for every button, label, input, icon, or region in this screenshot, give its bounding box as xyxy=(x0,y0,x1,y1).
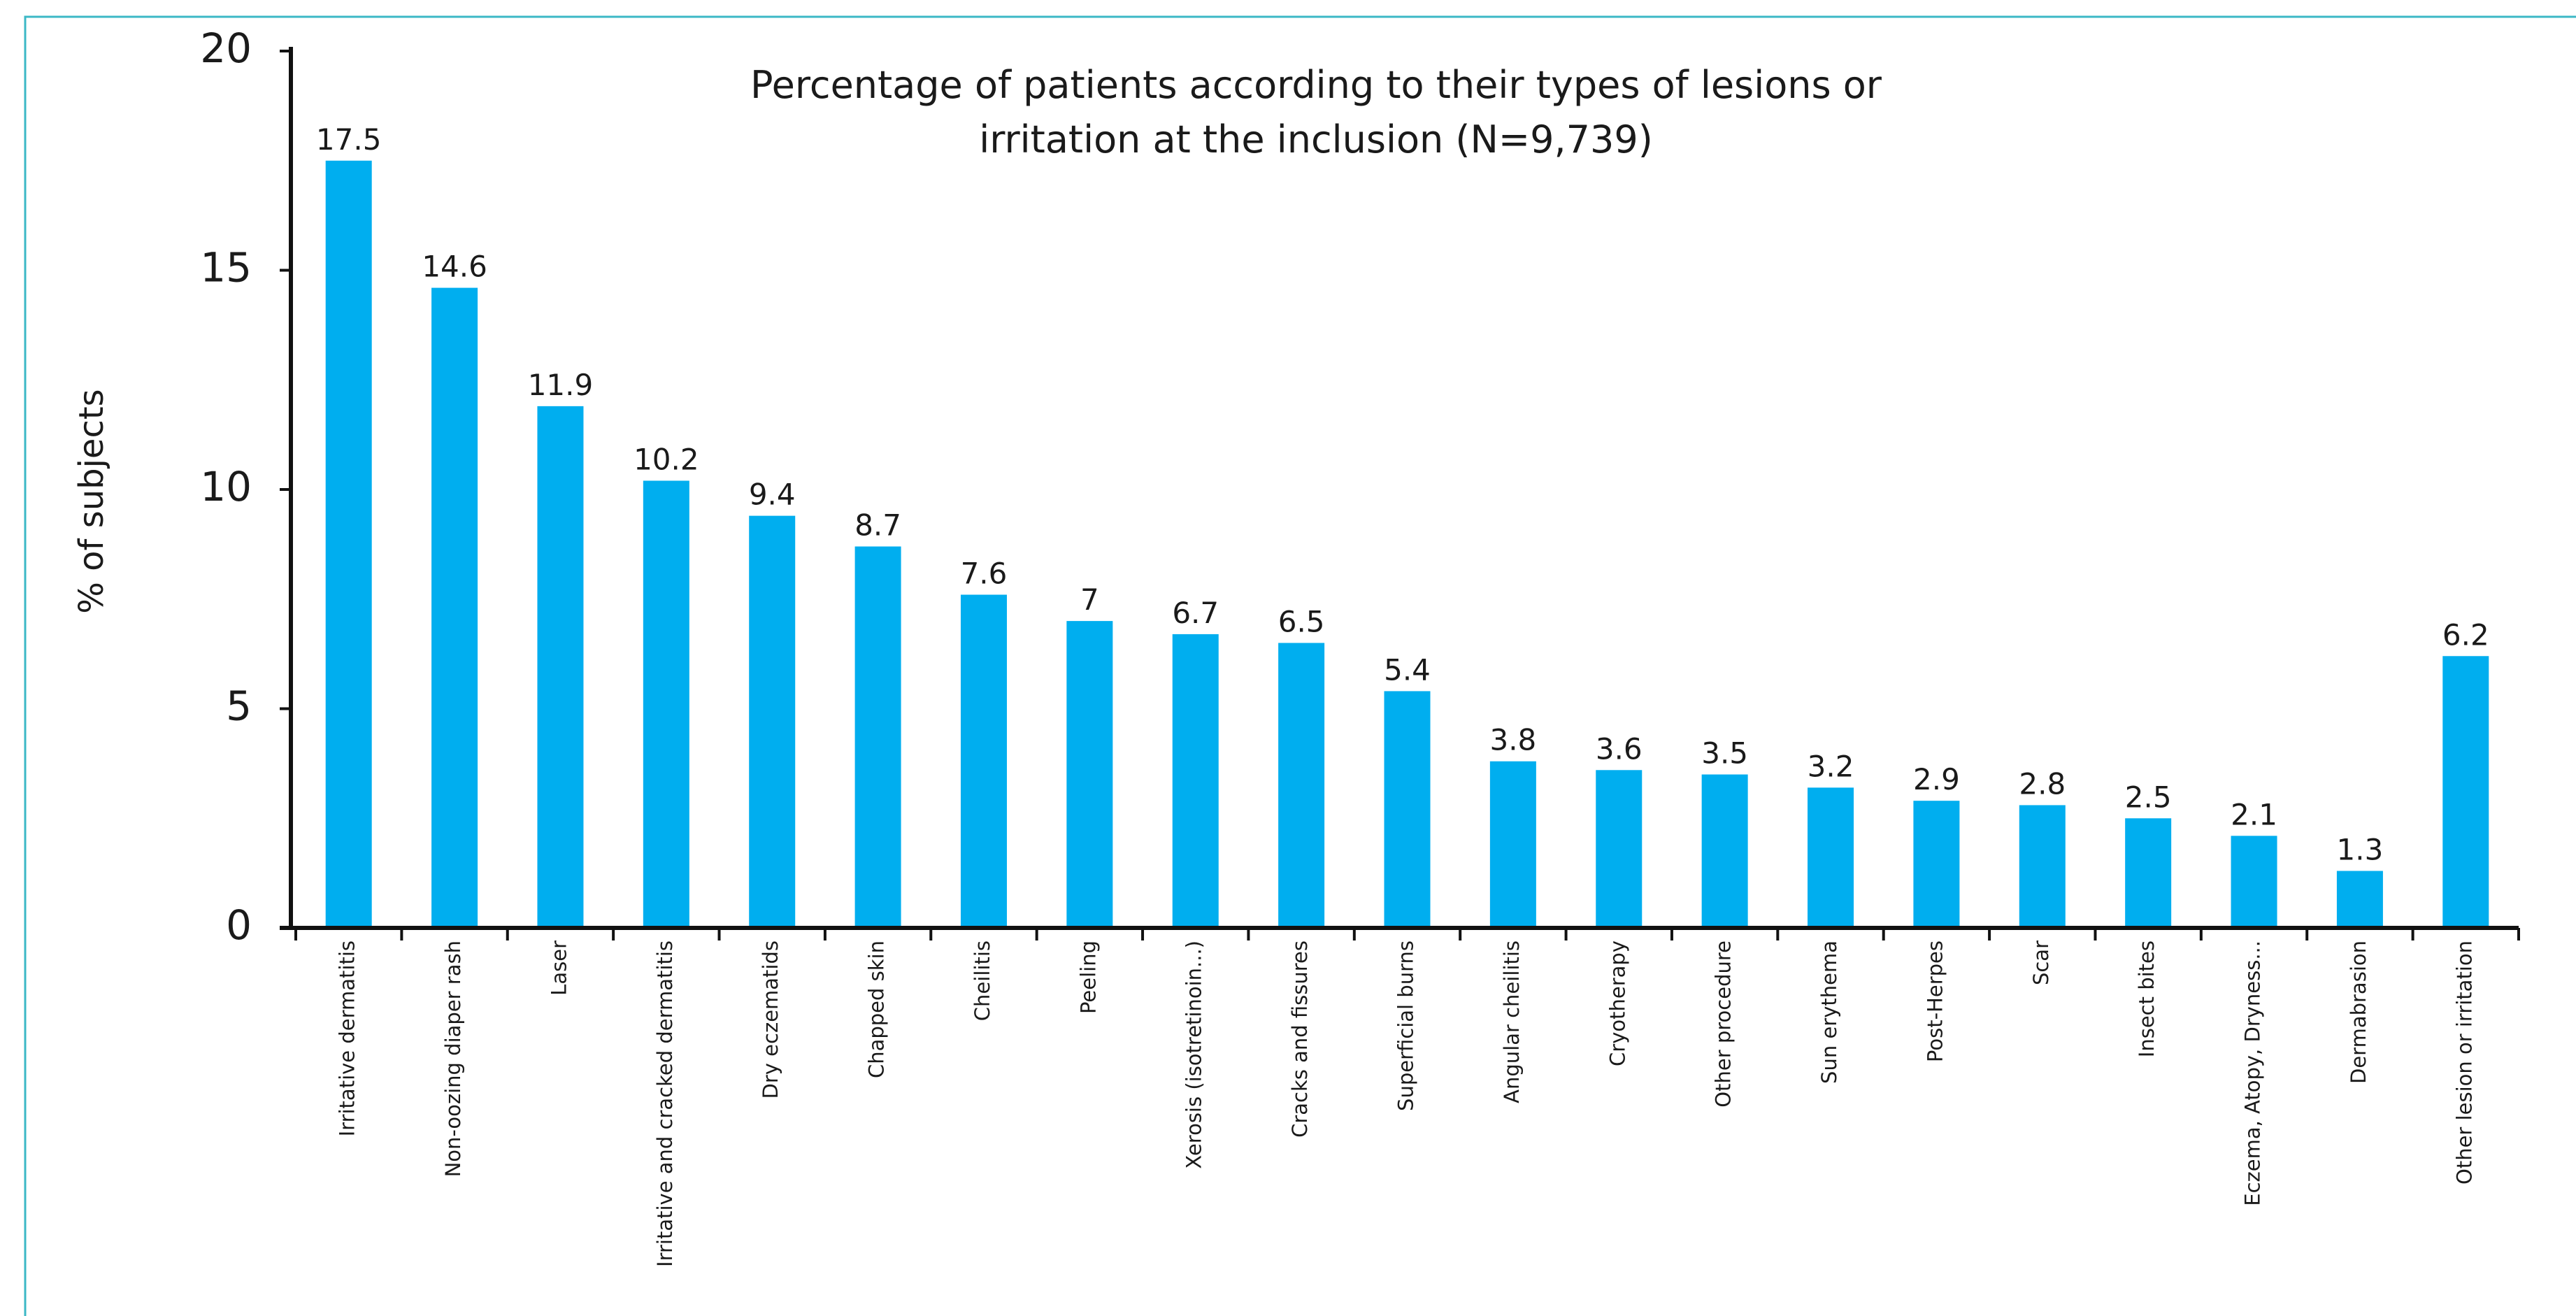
x-tick-label: Other lesion or irritation xyxy=(2452,940,2476,1185)
bar xyxy=(325,160,372,928)
frame xyxy=(24,15,2576,1316)
bar xyxy=(431,287,478,929)
y-tick-label: 20 xyxy=(200,24,252,72)
x-tick-label: Irritative and cracked dermatitis xyxy=(653,940,677,1267)
bar xyxy=(2336,871,2383,928)
x-tick-label: Chapped skin xyxy=(865,940,889,1078)
value-label: 3.6 xyxy=(1596,731,1643,766)
x-tick-label: Dry eczematids xyxy=(759,940,782,1099)
bar xyxy=(2442,656,2489,928)
value-label: 7 xyxy=(1080,582,1099,617)
value-label: 5.4 xyxy=(1384,652,1431,687)
y-tick-label: 10 xyxy=(200,463,252,510)
x-tick-label: Xerosis (isotretinoin...) xyxy=(1182,940,1206,1169)
value-label: 8.7 xyxy=(854,508,901,543)
value-label: 6.5 xyxy=(1278,604,1325,638)
x-tick-label: Cryotherapy xyxy=(1605,940,1629,1066)
x-tick-label: Non-oozing diaper rash xyxy=(441,940,465,1177)
value-label: 2.5 xyxy=(2125,780,2172,814)
value-label: 3.8 xyxy=(1489,723,1536,757)
bar xyxy=(749,515,796,928)
bar xyxy=(854,546,901,928)
bar xyxy=(643,480,689,928)
y-tick-label: 0 xyxy=(226,901,252,949)
bar xyxy=(1701,774,1748,928)
bar xyxy=(960,594,1007,928)
y-tick-label: 5 xyxy=(226,682,252,730)
x-tick-label: Cheilitis xyxy=(971,940,994,1021)
value-label: 6.2 xyxy=(2442,617,2489,652)
value-label: 9.4 xyxy=(749,478,796,512)
chart-title: irritation at the inclusion (N=9,739) xyxy=(979,117,1653,162)
x-tick-label: Peeling xyxy=(1076,940,1100,1014)
x-tick-label: Irritative dermatitis xyxy=(336,940,359,1136)
bar xyxy=(1384,691,1431,928)
value-label: 2.9 xyxy=(1913,762,1960,796)
bar xyxy=(2019,805,2066,928)
value-label: 3.2 xyxy=(1808,749,1854,783)
x-tick-label: Laser xyxy=(547,940,571,996)
bar xyxy=(1278,643,1325,928)
x-tick-label: Insect bites xyxy=(2135,940,2159,1057)
chart-title: Percentage of patients according to thei… xyxy=(750,63,1882,107)
x-tick-label: Angular cheilitis xyxy=(1500,940,1524,1103)
bar xyxy=(2125,818,2172,928)
bar xyxy=(1489,761,1536,928)
x-tick-label: Scar xyxy=(2029,940,2053,985)
y-tick-label: 15 xyxy=(200,244,252,292)
value-label: 6.7 xyxy=(1172,596,1219,630)
y-axis-label: % of subjects xyxy=(72,389,111,613)
value-label: 3.5 xyxy=(1701,736,1748,771)
value-label: 1.3 xyxy=(2337,832,2384,866)
bar xyxy=(537,406,584,928)
bar xyxy=(1913,801,1960,928)
x-tick-label: Dermabrasion xyxy=(2347,940,2370,1084)
x-tick-label: Sun erythema xyxy=(1817,940,1841,1084)
bar xyxy=(1808,787,1854,928)
x-tick-label: Superficial burns xyxy=(1394,940,1418,1111)
value-label: 14.6 xyxy=(422,250,487,284)
value-label: 11.9 xyxy=(528,368,594,402)
value-label: 2.8 xyxy=(2019,766,2066,801)
x-tick-label: Other procedure xyxy=(1712,940,1736,1108)
x-tick-label: Cracks and fissures xyxy=(1288,940,1312,1138)
bar xyxy=(1066,621,1113,928)
bar xyxy=(2231,836,2277,928)
value-label: 2.1 xyxy=(2231,797,2277,831)
value-label: 7.6 xyxy=(961,556,1008,590)
x-tick-label: Post-Herpes xyxy=(1923,940,1947,1062)
bar xyxy=(1172,634,1219,928)
bar xyxy=(1596,770,1643,928)
value-label: 17.5 xyxy=(316,122,382,157)
value-label: 10.2 xyxy=(634,442,699,476)
x-tick-label: Eczema, Atopy, Dryness... xyxy=(2241,940,2265,1206)
